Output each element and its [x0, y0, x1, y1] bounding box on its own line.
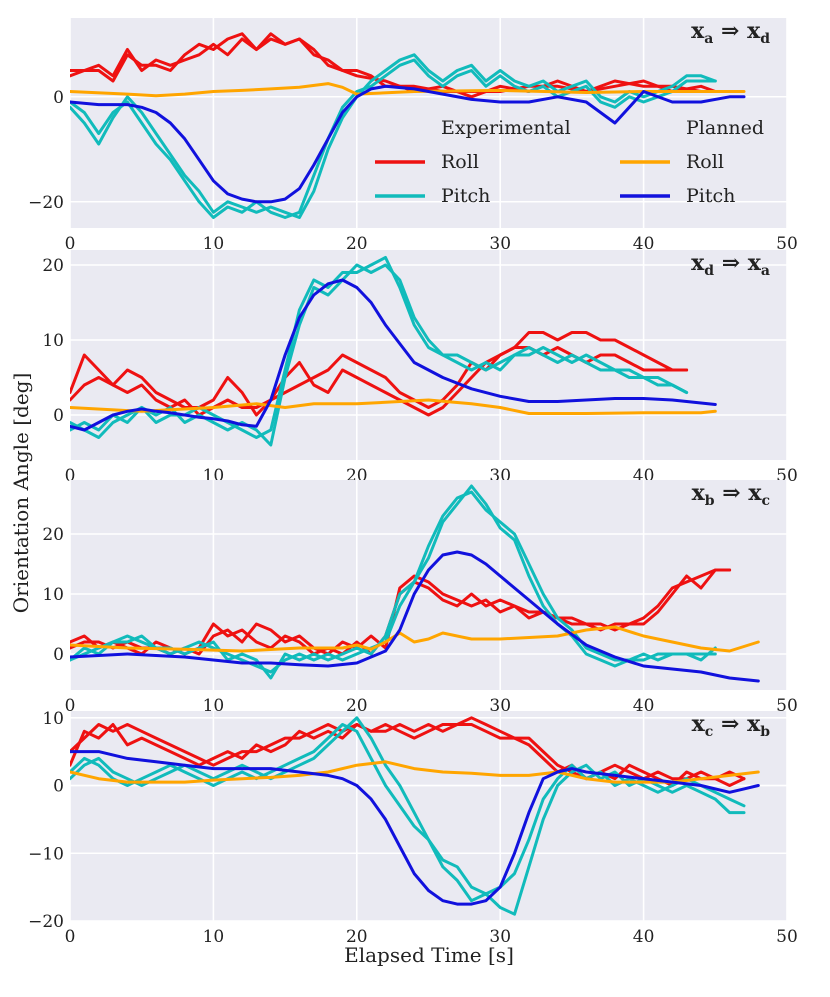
- y-axis-label: Orientation Angle [deg]: [9, 373, 33, 614]
- panel4-x-tick-label: 20: [346, 927, 368, 947]
- x-axis-label: Elapsed Time [s]: [344, 943, 514, 967]
- panel1-y-tick-label: −20: [28, 193, 64, 213]
- panel1-line-exp-pitch: [70, 58, 717, 219]
- panel1-x-tick-label: 20: [346, 234, 368, 254]
- panel2-x-tick-label: 0: [65, 466, 76, 486]
- legend-label-exp-roll: Roll: [441, 151, 479, 173]
- panel2-plot-area: [70, 250, 787, 460]
- panel4-x-tick-label: 50: [776, 927, 798, 947]
- panel3-line-exp-pitch: [70, 484, 717, 680]
- panel4-x-tick-label: 40: [633, 927, 655, 947]
- panel1-plot-area: [70, 18, 787, 228]
- panel4-y-tick-label: 10: [42, 709, 64, 729]
- panel-xa-to-xd: 0 10 20 30 40 50 −20 0 xa ⇒ xd: [28, 18, 798, 254]
- panel2-y-tick-label: 10: [42, 331, 64, 351]
- panel2-line-plan-roll: [70, 398, 717, 415]
- legend-label-plan-roll: Roll: [686, 151, 724, 173]
- panel3-y-tick-label: 10: [42, 585, 64, 605]
- legend-label-plan-pitch: Pitch: [686, 185, 735, 207]
- panel4-y-tick-label: −20: [28, 912, 64, 932]
- panel1-line-exp-pitch: [70, 53, 717, 219]
- panel2-line-exp-pitch: [70, 256, 689, 439]
- panel1-line-plan-roll: [70, 82, 746, 98]
- panel2-title: xd ⇒ xa: [691, 250, 770, 279]
- panel3-line-plan-pitch: [70, 550, 760, 683]
- panel4-y-tick-label: 0: [53, 777, 64, 797]
- panel3-y-tick-label: 20: [42, 525, 64, 545]
- panel4-line-plan-pitch: [70, 750, 760, 906]
- panel4-y-tick-label: −10: [28, 844, 64, 864]
- panel4-series-group: [70, 716, 760, 916]
- panel2-y-tick-label: 0: [53, 406, 64, 426]
- panel1-x-tick-label: 30: [489, 234, 511, 254]
- panel1-series-group: [70, 32, 746, 219]
- panel4-title: xc ⇒ xb: [692, 711, 771, 740]
- panel3-x-tick-label: 0: [65, 696, 76, 716]
- panel1-x-tick-label: 10: [203, 234, 225, 254]
- panel1-x-tick-label: 40: [633, 234, 655, 254]
- panel2-y-tick-label: 20: [42, 256, 64, 276]
- panel1-title: xa ⇒ xd: [691, 18, 770, 47]
- panel-xc-to-xb: 0 10 20 30 40 50 −20 −10 0 10 xc ⇒ xb: [28, 709, 798, 947]
- panel3-series-group: [70, 484, 760, 683]
- panel4-plot-area: [70, 711, 787, 921]
- panel1-y-tick-label: 0: [53, 88, 64, 108]
- legend-group-experimental: Experimental: [441, 117, 571, 139]
- panel1-line-plan-pitch: [70, 84, 746, 204]
- panel1-x-tick-label: 50: [776, 234, 798, 254]
- panel1-x-tick-label: 0: [65, 234, 76, 254]
- panel4-x-tick-label: 30: [489, 927, 511, 947]
- panel4-line-exp-roll: [70, 716, 746, 787]
- panel4-x-tick-label: 10: [203, 927, 225, 947]
- panel3-line-plan-roll: [70, 625, 760, 653]
- legend-label-exp-pitch: Pitch: [441, 185, 490, 207]
- panel4-line-exp-pitch: [70, 723, 746, 896]
- panel3-y-tick-label: 0: [53, 645, 64, 665]
- panel2-series-group: [70, 256, 717, 447]
- panel2-line-exp-roll: [70, 331, 689, 417]
- panel4-line-exp-roll: [70, 723, 746, 781]
- legend-group-planned: Planned: [686, 117, 764, 139]
- legend: Experimental Planned Roll Pitch Roll Pit…: [375, 117, 764, 207]
- panel3-title: xb ⇒ xc: [692, 480, 770, 509]
- panel4-line-plan-roll: [70, 760, 760, 784]
- panel2-line-plan-pitch: [70, 278, 717, 432]
- panel4-x-tick-label: 0: [65, 927, 76, 947]
